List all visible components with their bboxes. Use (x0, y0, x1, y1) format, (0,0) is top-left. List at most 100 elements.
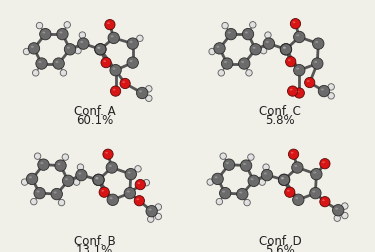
Circle shape (278, 174, 290, 186)
Circle shape (218, 70, 225, 77)
Ellipse shape (147, 98, 149, 99)
Ellipse shape (65, 178, 68, 180)
Circle shape (263, 164, 269, 171)
Ellipse shape (251, 24, 253, 25)
Ellipse shape (336, 217, 337, 218)
Circle shape (38, 159, 49, 171)
Ellipse shape (329, 95, 331, 96)
Ellipse shape (307, 81, 310, 83)
Ellipse shape (297, 91, 299, 93)
Circle shape (146, 96, 152, 102)
Circle shape (93, 174, 104, 186)
Circle shape (79, 33, 86, 39)
Circle shape (143, 180, 150, 186)
Circle shape (290, 19, 301, 30)
Ellipse shape (322, 200, 325, 201)
Ellipse shape (312, 191, 315, 193)
Circle shape (55, 160, 66, 172)
Ellipse shape (104, 61, 106, 63)
Circle shape (312, 59, 323, 70)
Ellipse shape (219, 72, 221, 73)
Ellipse shape (214, 177, 217, 179)
Circle shape (221, 59, 233, 70)
Ellipse shape (95, 178, 98, 179)
Ellipse shape (293, 22, 296, 24)
Text: 13.1%: 13.1% (76, 243, 113, 252)
Circle shape (62, 154, 69, 161)
Circle shape (34, 153, 41, 160)
Circle shape (63, 175, 74, 187)
Ellipse shape (130, 42, 133, 44)
Ellipse shape (291, 152, 294, 154)
Ellipse shape (81, 35, 82, 36)
Ellipse shape (29, 177, 32, 179)
Circle shape (127, 39, 138, 50)
Ellipse shape (111, 36, 114, 38)
Ellipse shape (245, 201, 247, 202)
Circle shape (248, 154, 254, 161)
Circle shape (342, 212, 348, 219)
Circle shape (320, 197, 330, 207)
Text: 5.6%: 5.6% (266, 243, 295, 252)
Ellipse shape (314, 62, 317, 64)
Circle shape (77, 164, 84, 171)
Ellipse shape (147, 88, 149, 89)
Circle shape (248, 175, 259, 187)
Ellipse shape (59, 33, 62, 34)
Circle shape (237, 189, 248, 200)
Ellipse shape (264, 173, 267, 175)
Ellipse shape (251, 178, 254, 180)
Circle shape (310, 188, 321, 199)
Ellipse shape (239, 192, 242, 194)
Circle shape (124, 188, 135, 199)
Circle shape (263, 39, 274, 50)
Ellipse shape (25, 51, 27, 52)
Circle shape (110, 65, 121, 77)
Circle shape (278, 174, 290, 186)
Circle shape (93, 174, 104, 186)
Circle shape (146, 86, 152, 93)
Circle shape (224, 159, 235, 171)
Ellipse shape (283, 48, 286, 50)
Ellipse shape (98, 48, 100, 50)
Ellipse shape (322, 162, 325, 164)
Ellipse shape (329, 86, 331, 87)
Circle shape (99, 187, 109, 198)
Ellipse shape (210, 51, 212, 52)
Ellipse shape (60, 201, 62, 202)
Circle shape (292, 162, 303, 174)
Circle shape (342, 203, 348, 209)
Circle shape (106, 162, 117, 174)
Ellipse shape (209, 181, 210, 182)
Circle shape (333, 205, 344, 216)
Circle shape (107, 194, 118, 206)
Text: Conf. C: Conf. C (260, 105, 301, 118)
Circle shape (101, 58, 111, 69)
Ellipse shape (294, 165, 297, 167)
Circle shape (261, 170, 273, 181)
Circle shape (244, 200, 250, 206)
Circle shape (288, 149, 299, 160)
Circle shape (246, 70, 252, 77)
Ellipse shape (249, 156, 251, 157)
Ellipse shape (36, 155, 38, 156)
Ellipse shape (148, 209, 152, 211)
Circle shape (242, 29, 254, 41)
Text: Conf. A: Conf. A (74, 105, 116, 118)
Ellipse shape (127, 191, 130, 193)
Circle shape (108, 33, 119, 44)
Ellipse shape (252, 48, 255, 50)
Circle shape (292, 194, 304, 206)
Ellipse shape (247, 72, 249, 73)
Circle shape (214, 44, 225, 55)
Circle shape (134, 196, 144, 206)
Circle shape (212, 174, 223, 185)
Ellipse shape (216, 47, 219, 49)
Ellipse shape (78, 173, 81, 175)
Ellipse shape (296, 35, 299, 37)
Circle shape (304, 78, 315, 88)
Ellipse shape (101, 190, 104, 192)
Ellipse shape (313, 172, 316, 174)
Ellipse shape (157, 215, 158, 216)
Ellipse shape (80, 42, 83, 44)
